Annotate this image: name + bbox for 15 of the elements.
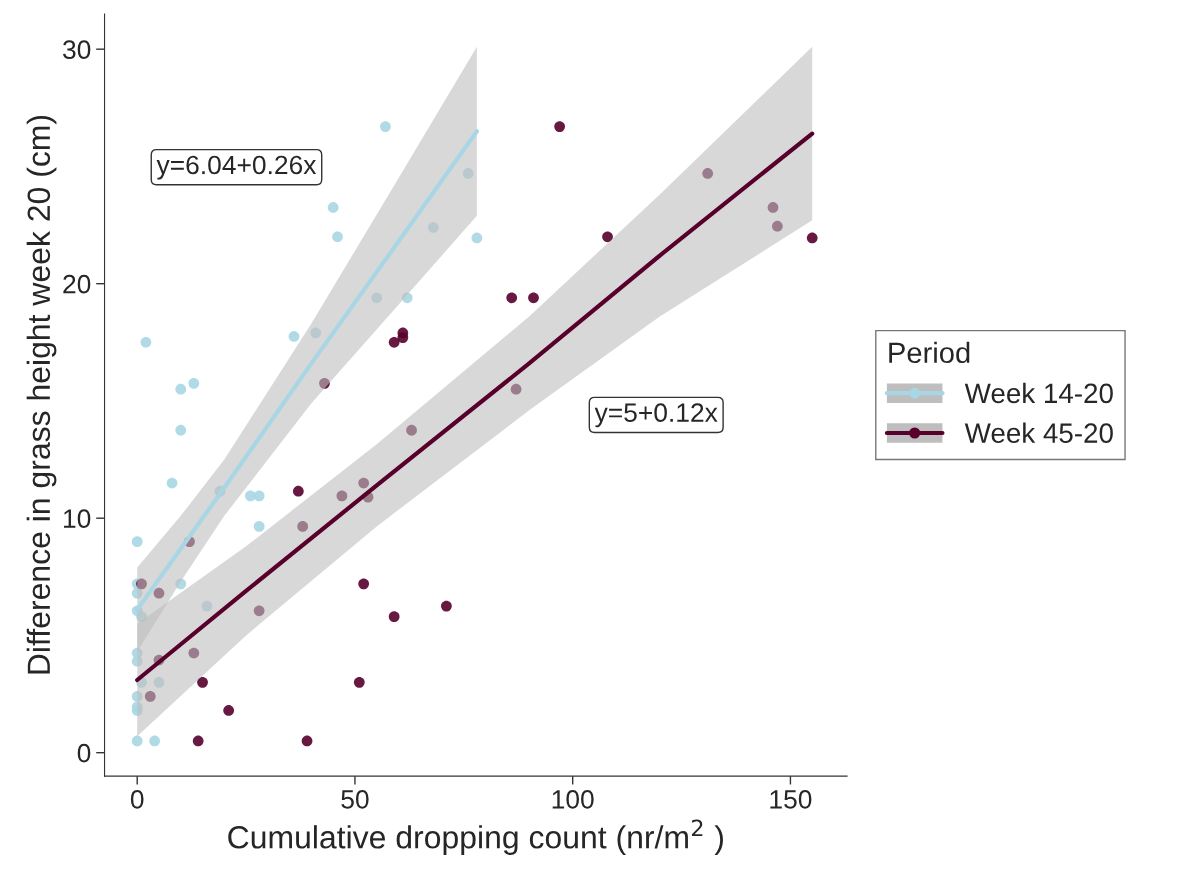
y-tick-label: 20 [63,274,91,294]
y-axis-title: Difference in grass height week 20 (cm) [26,115,57,674]
legend-label: Week 45-20 [964,422,1113,443]
annotation: y=6.04+0.26x [156,155,317,180]
x-tick-label: 150 [770,790,812,809]
x-tick-label: 50 [341,790,369,809]
y-tick-label: 10 [64,509,91,529]
y-tick-label: 30 [63,40,91,60]
x-tick-label: 100 [552,790,594,809]
annotation: y=5+0.12x [594,403,718,428]
x-axis-title: Cumulative dropping count (nr/m$^{2}$ ) [228,819,723,855]
y-tick-label: 0 [77,743,91,763]
legend-title: Period [889,341,970,364]
legend-label: Week 14-20 [964,382,1113,404]
x-tick-label: 0 [130,790,144,809]
